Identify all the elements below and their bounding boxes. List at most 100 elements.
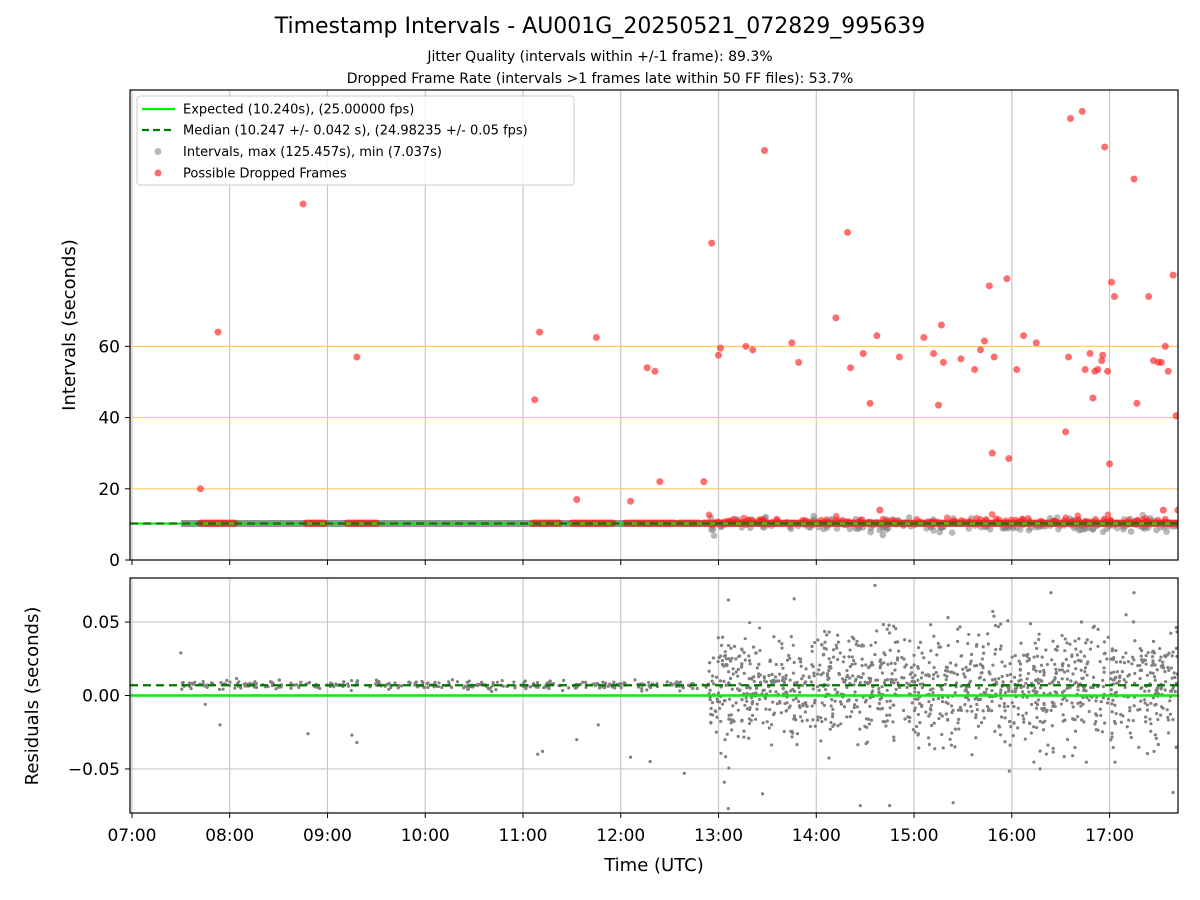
residual-point xyxy=(1054,671,1058,676)
residual-point xyxy=(1133,671,1137,675)
residual-point xyxy=(847,655,851,659)
residual-point xyxy=(792,689,797,693)
residual-point xyxy=(239,686,243,690)
residual-point xyxy=(426,681,430,685)
residual-point xyxy=(822,703,827,707)
residual-point xyxy=(1014,688,1018,692)
residual-point xyxy=(969,652,974,656)
residual-point xyxy=(987,707,991,711)
residual-point xyxy=(927,714,931,718)
residual-point xyxy=(749,718,753,723)
dropped-frame-point xyxy=(1013,366,1021,374)
dropped-frame-point xyxy=(715,351,723,359)
residual-point xyxy=(1064,657,1068,662)
intervals-frame xyxy=(129,89,1179,561)
residual-point xyxy=(494,688,498,692)
residual-point xyxy=(893,668,897,672)
residual-point xyxy=(717,655,721,660)
residual-point xyxy=(860,657,864,661)
residual-point xyxy=(910,671,914,675)
residual-point xyxy=(752,679,756,683)
residual-point xyxy=(1020,690,1025,694)
residual-point xyxy=(1083,670,1087,674)
residual-point xyxy=(916,645,921,650)
dropped-frame-point xyxy=(1104,367,1112,375)
dropped-frame-point xyxy=(1089,394,1097,402)
residual-point xyxy=(1060,633,1064,638)
residual-point xyxy=(953,691,957,695)
residual-point xyxy=(750,700,755,704)
dropped-point xyxy=(982,516,990,523)
residual-point xyxy=(1169,666,1173,670)
residual-point xyxy=(720,702,725,706)
residual-point xyxy=(1032,725,1036,729)
dropped-frame-point xyxy=(832,314,840,322)
residual-point xyxy=(1084,760,1088,764)
dropped-frame-point xyxy=(1145,293,1153,301)
residual-point xyxy=(1110,731,1114,735)
residual-point xyxy=(850,710,854,714)
residual-point xyxy=(583,680,588,684)
residual-point xyxy=(1165,708,1169,712)
residual-point xyxy=(1170,654,1174,658)
residual-point xyxy=(1053,675,1057,680)
residual-point xyxy=(500,679,504,683)
dropped-frame-point xyxy=(957,355,965,363)
residual-point xyxy=(830,698,834,702)
residual-point xyxy=(524,687,528,691)
dropped-point xyxy=(988,511,996,518)
residual-point xyxy=(992,614,996,618)
residual-point xyxy=(891,720,895,724)
dropped-frame-point xyxy=(1098,357,1106,365)
residual-point xyxy=(1158,713,1163,717)
interval-point xyxy=(1120,526,1127,533)
residual-point xyxy=(1012,721,1016,725)
residual-point xyxy=(1035,702,1040,707)
residual-point xyxy=(958,705,963,710)
residual-point xyxy=(1171,687,1175,691)
residual-point xyxy=(1145,673,1150,677)
residual-point xyxy=(875,629,879,633)
residual-point xyxy=(490,689,494,694)
residual-point xyxy=(1173,690,1177,694)
interval-point xyxy=(948,529,956,536)
residual-point xyxy=(920,671,924,675)
residual-point xyxy=(743,658,747,662)
residual-point xyxy=(798,715,803,719)
residual-point xyxy=(1175,630,1178,634)
residual-point xyxy=(829,720,833,725)
legend-intervals-marker xyxy=(154,148,162,155)
residual-point xyxy=(221,687,225,691)
residual-point xyxy=(864,717,869,721)
residual-point xyxy=(819,739,823,743)
residual-point xyxy=(722,699,727,703)
x-tick-label: 15:00 xyxy=(890,826,939,846)
residual-point xyxy=(795,742,799,747)
residual-point xyxy=(1144,654,1148,658)
residual-point xyxy=(1026,685,1030,690)
residual-point xyxy=(990,709,994,713)
residual-point xyxy=(727,657,731,661)
residual-point xyxy=(1114,660,1119,664)
residual-point xyxy=(845,715,849,719)
residual-point xyxy=(1000,660,1004,664)
residual-point xyxy=(720,662,724,667)
residual-point xyxy=(1003,709,1007,713)
residual-point xyxy=(801,674,805,678)
residual-point xyxy=(1073,729,1078,733)
residual-point xyxy=(755,707,759,711)
residual-point xyxy=(993,677,997,681)
residual-point xyxy=(825,633,829,637)
residual-point xyxy=(274,687,278,691)
residual-point xyxy=(734,701,738,705)
dropped-frame-point xyxy=(353,353,361,361)
residual-point xyxy=(1171,650,1175,654)
residual-point xyxy=(1061,713,1065,717)
residual-point xyxy=(1074,667,1078,671)
residual-point xyxy=(1015,726,1020,730)
residual-point xyxy=(859,644,864,648)
residual-point xyxy=(750,713,755,717)
residual-point xyxy=(1161,663,1165,668)
residual-point xyxy=(478,682,482,687)
residual-outlier-point xyxy=(888,804,892,808)
